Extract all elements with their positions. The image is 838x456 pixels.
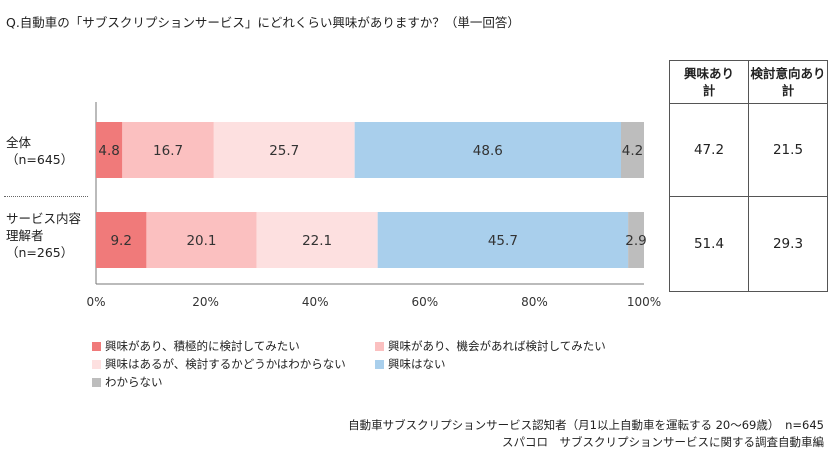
bar-value-label: 9.2 (110, 233, 131, 249)
legend-item-1: 興味があり、積極的に検討してみたい (92, 338, 300, 354)
legend-item-3: 興味はあるが、検討するかどうかはわからない (92, 356, 346, 372)
row-label-aware-name: サービス内容 (6, 211, 82, 226)
bar-segment (628, 212, 644, 268)
x-tick-label: 60% (411, 295, 438, 309)
bar-segment (96, 122, 123, 178)
table-header-interest-line1: 興味あり (683, 66, 734, 81)
row-label-aware-n: （n=265） (6, 245, 74, 260)
bar-value-label: 48.6 (473, 143, 503, 159)
x-tick-label: 100% (627, 295, 661, 309)
bar-segment (146, 212, 257, 268)
legend-swatch-5 (92, 377, 101, 387)
legend-swatch-2 (375, 341, 384, 351)
legend-label-2: 興味があり、機会があれば検討してみたい (388, 339, 606, 353)
table-cell-consider-aware: 29.3 (748, 196, 828, 292)
bar-segment (354, 122, 621, 178)
bar-segment (213, 122, 355, 178)
x-tick-label: 0% (86, 295, 105, 309)
table-header-consider-line1: 検討意向あり (750, 66, 826, 81)
legend-item-4: 興味はない (375, 356, 446, 372)
legend-swatch-1 (92, 341, 101, 351)
table-cell-interest-overall: 47.2 (669, 103, 749, 197)
row-label-aware: サービス内容 理解者 （n=265） (6, 210, 81, 261)
row-label-overall: 全体 （n=645） (6, 134, 73, 168)
table-header-interest: 興味あり 計 (669, 60, 749, 104)
table-header-consider: 検討意向あり 計 (748, 60, 828, 104)
legend-label-5: わからない (105, 375, 163, 389)
row-divider (4, 196, 88, 197)
legend-label-1: 興味があり、積極的に検討してみたい (105, 339, 300, 353)
x-tick-label: 20% (192, 295, 219, 309)
bar-segment (377, 212, 629, 268)
legend-swatch-4 (375, 359, 384, 369)
bar-value-label: 20.1 (186, 233, 216, 249)
chart-title: Q.自動車の「サブスクリプションサービス」にどれくらい興味がありますか？（単一回… (6, 15, 520, 30)
table-cell-interest-aware: 51.4 (669, 196, 749, 292)
legend-label-3: 興味はあるが、検討するかどうかはわからない (105, 357, 346, 371)
base-note: 自動車サブスクリプションサービス認知者（月1以上自動車を運転する 20～69歳）… (348, 418, 824, 432)
x-tick-label: 40% (302, 295, 329, 309)
bar-segment (256, 212, 378, 268)
x-tick-label: 80% (521, 295, 548, 309)
table-header-interest-line2: 計 (702, 83, 716, 98)
bar-segment (620, 122, 644, 178)
bar-value-label: 45.7 (488, 233, 518, 249)
bar-segment (122, 122, 214, 178)
row-label-aware-sub: 理解者 (6, 228, 44, 243)
legend-label-4: 興味はない (388, 357, 446, 371)
legend-item-2: 興味があり、機会があれば検討してみたい (375, 338, 606, 354)
bar-segment (96, 212, 147, 268)
bar-value-label: 25.7 (269, 143, 299, 159)
table-cell-consider-overall: 21.5 (748, 103, 828, 197)
row-label-overall-n: （n=645） (6, 152, 74, 167)
table-header-consider-line2: 計 (781, 83, 795, 98)
legend-item-5: わからない (92, 374, 163, 390)
source-note: スパコロ サブスクリプションサービスに関する調査自動車編 (502, 435, 824, 449)
bar-value-label: 22.1 (302, 233, 332, 249)
bar-value-label: 4.2 (622, 143, 643, 159)
bar-value-label: 2.9 (625, 233, 646, 249)
bar-value-label: 4.8 (98, 143, 119, 159)
row-label-overall-name: 全体 (6, 135, 32, 150)
legend-swatch-3 (92, 359, 101, 369)
bar-value-label: 16.7 (153, 143, 183, 159)
